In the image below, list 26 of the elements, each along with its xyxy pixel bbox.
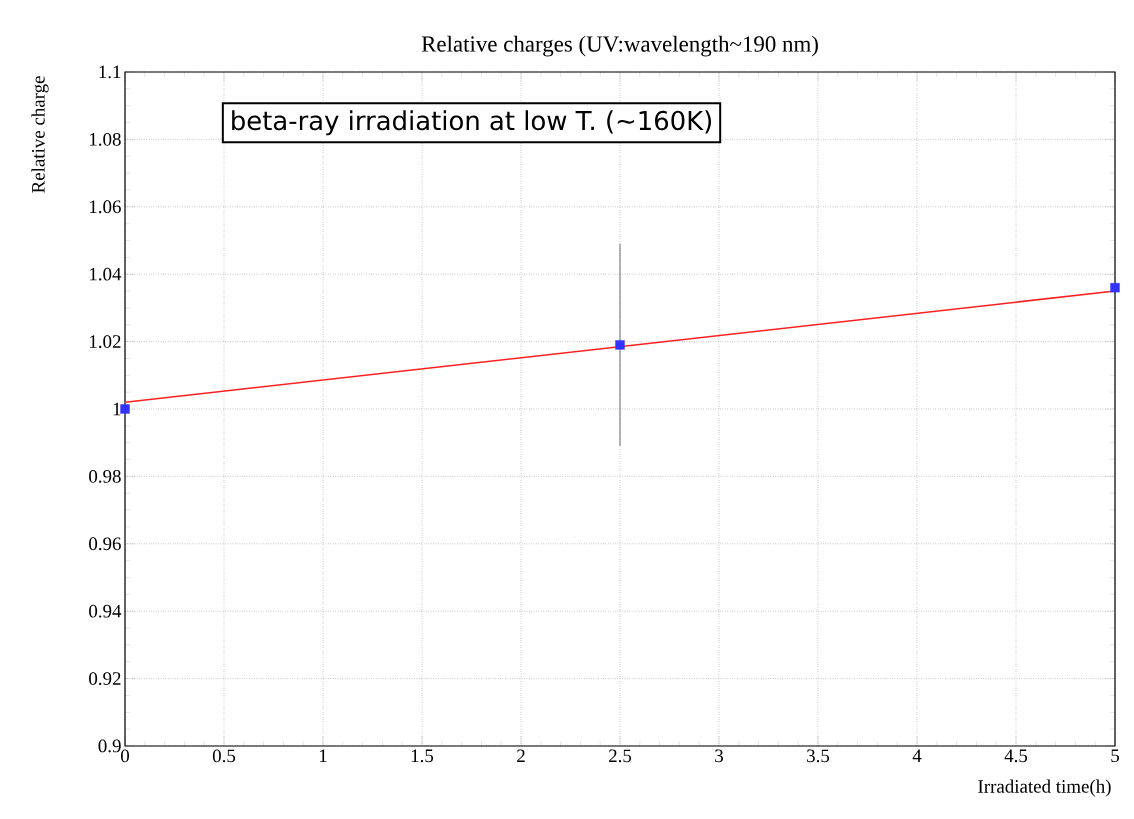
- y-tick-label: 0.92: [89, 672, 121, 686]
- x-tick-label: 3.5: [807, 749, 830, 763]
- x-tick-label: 0: [120, 749, 130, 763]
- x-tick-label: 0.5: [212, 749, 236, 763]
- x-tick-label: 3: [715, 749, 723, 763]
- annotation: beta-ray irradiation at low T. (~160K): [232, 110, 712, 136]
- y-tick-label: 1.1: [99, 65, 121, 79]
- x-tick-label: 1.5: [411, 749, 434, 763]
- x-tick-label: 5: [1111, 749, 1119, 763]
- y-axis-title: Relative charge: [31, 76, 49, 193]
- x-tick-label: 2: [517, 749, 525, 763]
- x-tick-label: 4.5: [1004, 749, 1028, 763]
- y-tick-label: 1.02: [90, 335, 121, 349]
- x-axis-title: Irradiated time(h): [978, 779, 1111, 797]
- y-tick-label: 0.9: [98, 739, 121, 753]
- y-tick-label: 1.06: [90, 200, 121, 214]
- x-tick-label: 4: [912, 749, 922, 762]
- y-tick-label: 1: [113, 402, 121, 416]
- y-tick-label: 1.08: [90, 132, 121, 146]
- x-tick-label: 2.5: [609, 749, 632, 763]
- x-tick-label: 1: [319, 749, 327, 762]
- chart-title: Relative charges (UV:wavelength~190 nm): [421, 35, 818, 57]
- y-tick-label: 0.94: [89, 604, 122, 618]
- y-tick-label: 1.04: [90, 267, 122, 281]
- y-tick-label: 0.96: [89, 537, 121, 551]
- y-tick-label: 0.98: [89, 469, 121, 483]
